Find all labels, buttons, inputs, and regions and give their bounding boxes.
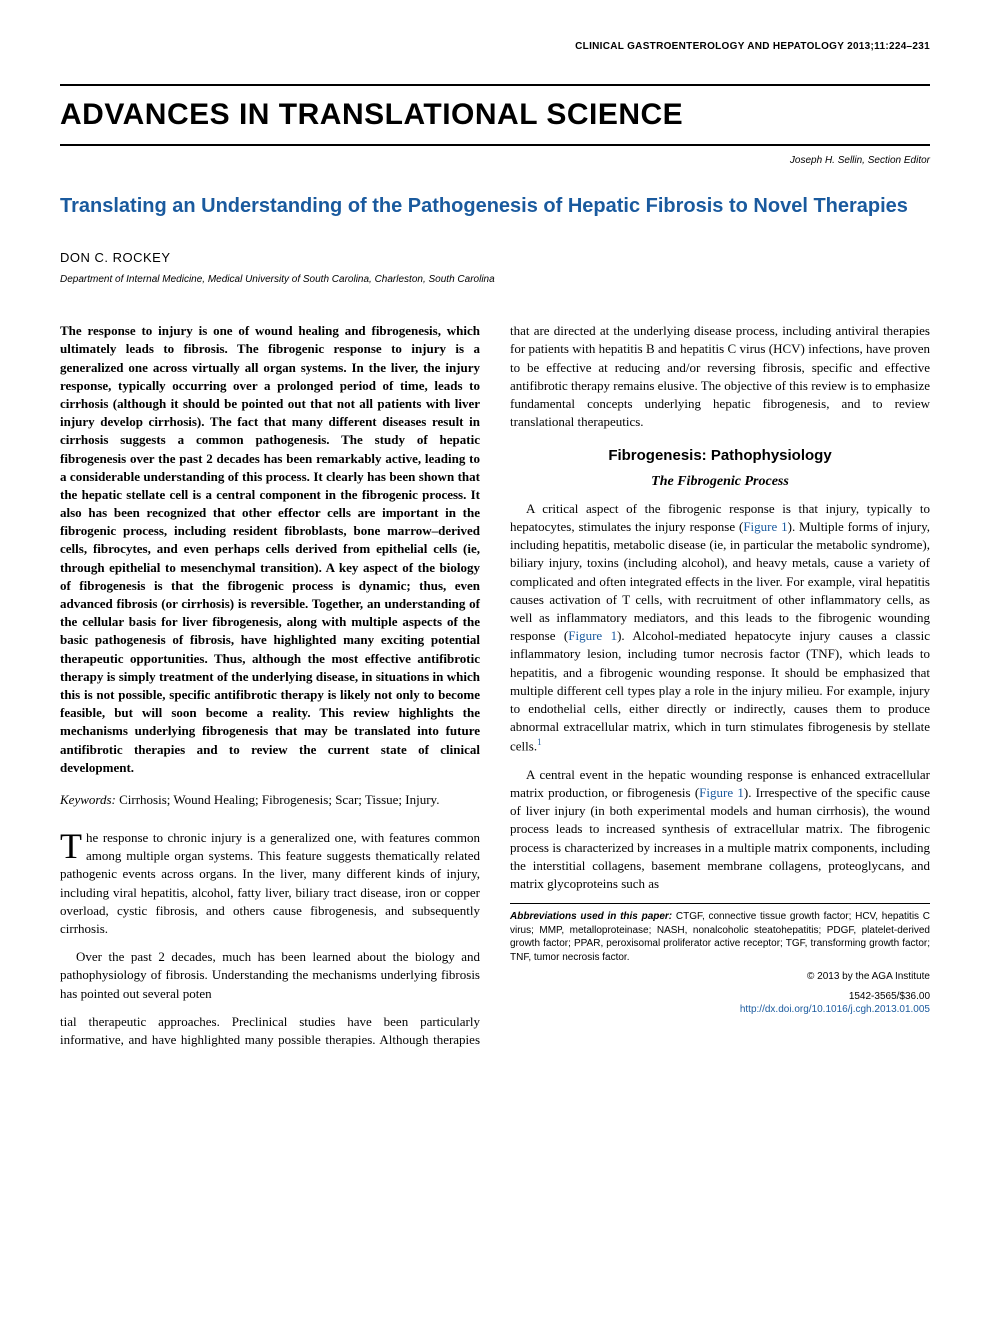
author-affiliation: Department of Internal Medicine, Medical…	[60, 273, 930, 287]
pathophys-paragraph-2: A central event in the hepatic wounding …	[510, 766, 930, 893]
abstract-text: The response to injury is one of wound h…	[60, 322, 480, 777]
subsection-heading-fibrogenic-process: The Fibrogenic Process	[510, 472, 930, 492]
section-heading-pathophysiology: Fibrogenesis: Pathophysiology	[510, 445, 930, 466]
section-banner: ADVANCES IN TRANSLATIONAL SCIENCE	[60, 84, 930, 146]
dropcap-letter: T	[60, 829, 86, 861]
keywords-block: Keywords: Cirrhosis; Wound Healing; Fibr…	[60, 791, 480, 809]
intro-paragraph-1: The response to chronic injury is a gene…	[60, 829, 480, 938]
abbreviations-footer: Abbreviations used in this paper: CTGF, …	[510, 903, 930, 1017]
intro-p1-text: he response to chronic injury is a gener…	[60, 830, 480, 936]
keywords-list: Cirrhosis; Wound Healing; Fibrogenesis; …	[116, 792, 440, 807]
figure-1-reference[interactable]: Figure 1	[743, 519, 787, 534]
article-body-columns: The response to injury is one of wound h…	[60, 322, 930, 1049]
figure-1-reference-c[interactable]: Figure 1	[699, 785, 744, 800]
article-title: Translating an Understanding of the Path…	[60, 193, 930, 219]
figure-1-reference-b[interactable]: Figure 1	[568, 628, 617, 643]
doi-link[interactable]: http://dx.doi.org/10.1016/j.cgh.2013.01.…	[510, 1003, 930, 1017]
section-editor: Joseph H. Sellin, Section Editor	[60, 154, 930, 168]
journal-header: CLINICAL GASTROENTEROLOGY AND HEPATOLOGY…	[60, 40, 930, 54]
citation-1[interactable]: 1	[537, 737, 542, 747]
p2c-text: ). Alcohol-mediated hepatocyte injury ca…	[510, 628, 930, 753]
pathophys-paragraph-1: A critical aspect of the fibrogenic resp…	[510, 500, 930, 756]
p3b-text: ). Irrespective of the specific cause of…	[510, 785, 930, 891]
copyright-line-2: 1542-3565/$36.00	[510, 990, 930, 1004]
author-name: DON C. ROCKEY	[60, 249, 930, 267]
abbreviations-label: Abbreviations used in this paper:	[510, 911, 672, 922]
keywords-label: Keywords:	[60, 792, 116, 807]
intro-paragraph-2: Over the past 2 decades, much has been l…	[60, 948, 480, 1003]
p2b-text: ). Multiple forms of injury, including h…	[510, 519, 930, 643]
copyright-line-1: © 2013 by the AGA Institute	[510, 970, 930, 984]
